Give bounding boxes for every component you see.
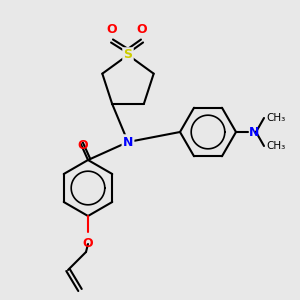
Text: CH₃: CH₃ (266, 113, 285, 123)
Text: O: O (137, 23, 147, 36)
Text: S: S (124, 49, 133, 62)
Text: O: O (83, 237, 93, 250)
Text: O: O (77, 139, 88, 152)
Text: O: O (107, 23, 117, 36)
Text: N: N (249, 125, 260, 139)
Text: CH₃: CH₃ (266, 141, 285, 151)
Text: N: N (123, 136, 133, 148)
